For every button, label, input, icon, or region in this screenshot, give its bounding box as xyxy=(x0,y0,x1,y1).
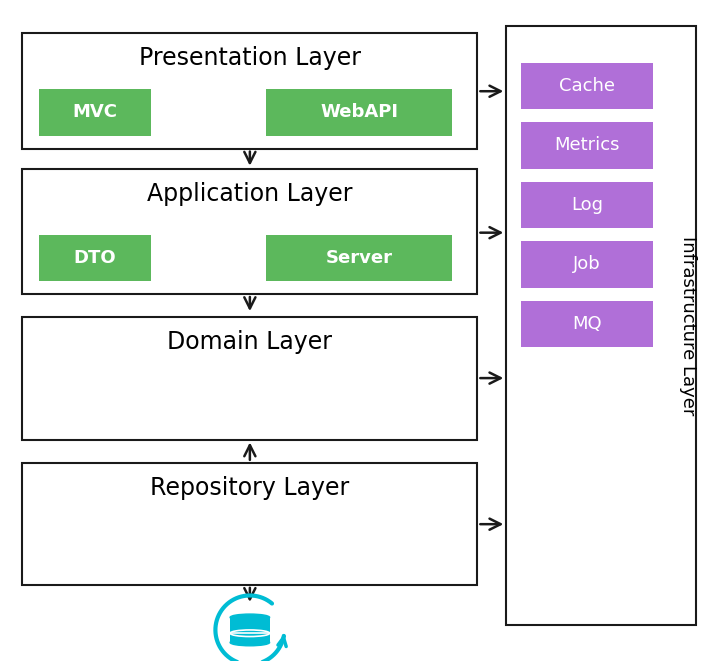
Text: Job: Job xyxy=(573,255,601,274)
Text: Log: Log xyxy=(571,196,603,214)
Bar xyxy=(521,63,653,109)
Bar xyxy=(22,463,477,585)
Text: Infrastructure Layer: Infrastructure Layer xyxy=(679,236,697,415)
Text: Metrics: Metrics xyxy=(554,136,620,155)
Text: DTO: DTO xyxy=(74,249,116,267)
Bar xyxy=(521,122,653,169)
Text: Domain Layer: Domain Layer xyxy=(167,330,332,354)
Bar xyxy=(506,26,696,625)
Bar xyxy=(266,89,452,136)
Bar xyxy=(39,235,151,281)
Bar xyxy=(521,182,653,228)
Bar xyxy=(266,235,452,281)
Text: Presentation Layer: Presentation Layer xyxy=(139,46,360,70)
Text: MQ: MQ xyxy=(572,315,602,333)
Text: WebAPI: WebAPI xyxy=(320,103,398,122)
Bar xyxy=(230,617,270,642)
Text: Cache: Cache xyxy=(559,77,615,95)
Text: MVC: MVC xyxy=(73,103,118,122)
Bar xyxy=(39,89,151,136)
Bar xyxy=(521,301,653,347)
Bar xyxy=(22,317,477,440)
Bar xyxy=(22,33,477,149)
Text: Application Layer: Application Layer xyxy=(146,182,353,206)
Ellipse shape xyxy=(230,639,270,646)
Bar xyxy=(521,241,653,288)
Bar xyxy=(22,169,477,294)
Text: Repository Layer: Repository Layer xyxy=(150,476,349,500)
Text: Server: Server xyxy=(325,249,393,267)
Ellipse shape xyxy=(230,614,270,621)
